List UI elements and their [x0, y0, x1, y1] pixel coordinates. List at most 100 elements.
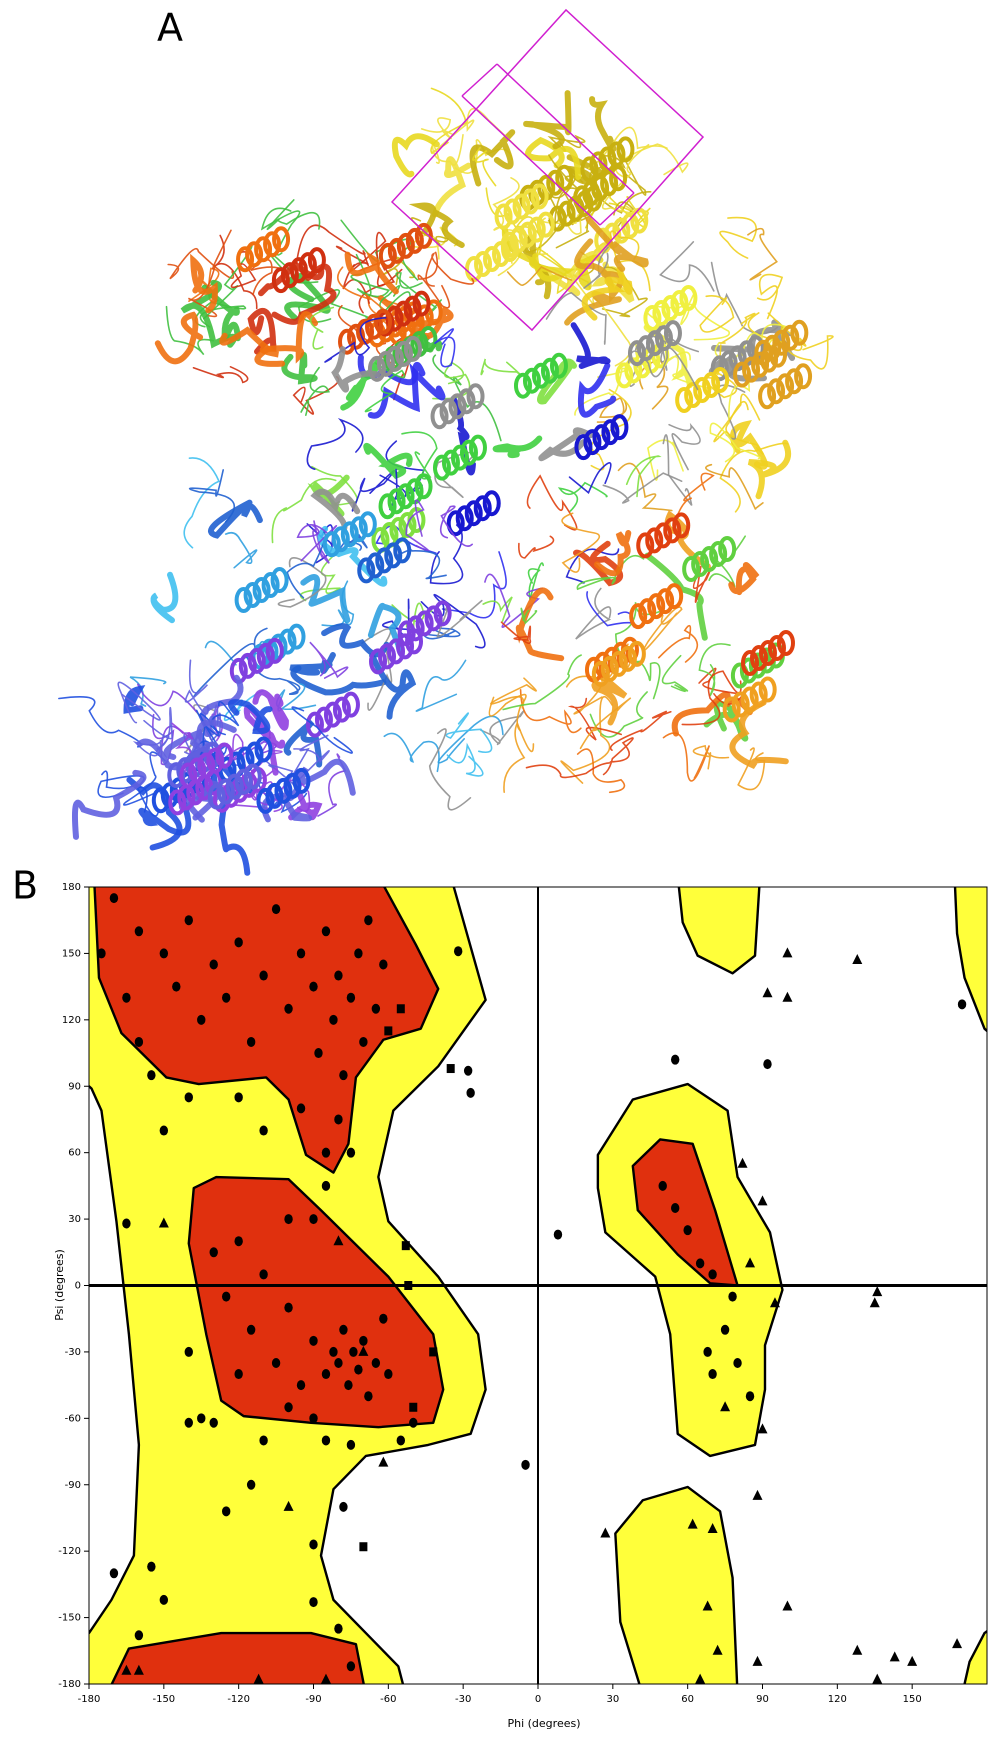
backbone-strand: [432, 156, 472, 218]
helix-turn: [384, 542, 403, 569]
y-tick-label: -60: [65, 1413, 81, 1424]
helix-turn: [394, 300, 413, 327]
point: [872, 1286, 883, 1297]
point: [364, 1391, 373, 1402]
point: [782, 947, 793, 958]
helix-turn: [709, 541, 728, 568]
helix-turn: [663, 320, 682, 347]
backbone-strand: [171, 722, 194, 757]
helix-turn: [474, 250, 493, 277]
point: [209, 959, 218, 970]
helix-turn: [512, 193, 531, 220]
point: [296, 1103, 306, 1114]
helix-turn: [600, 655, 619, 682]
point: [463, 1065, 473, 1076]
helix-turn: [265, 637, 284, 664]
backbone-strand: [709, 422, 761, 463]
y-tick-label: -180: [58, 1679, 81, 1690]
helix-turn: [243, 763, 262, 790]
point: [703, 1346, 712, 1357]
box-edge: [461, 63, 498, 97]
helix-turn: [684, 381, 703, 408]
y-tick-label: 150: [62, 948, 81, 959]
point: [234, 1092, 243, 1103]
backbone-strand: [503, 721, 535, 793]
box-edge: [461, 95, 601, 226]
helix-turn: [439, 398, 458, 425]
point: [371, 1357, 381, 1368]
backbone-strand: [661, 654, 689, 693]
backbone-strand: [698, 667, 745, 705]
protein-structure: [58, 87, 834, 876]
helix-turn: [271, 267, 290, 294]
helix-turn: [274, 777, 293, 804]
helix-turn: [252, 577, 271, 604]
backbone-strand: [309, 641, 349, 679]
helix-turn: [730, 662, 749, 689]
helix-turn: [740, 649, 759, 676]
point: [122, 1218, 131, 1229]
backbone-strand: [429, 524, 464, 585]
backbone-strand: [560, 695, 613, 784]
helix-turn: [776, 629, 795, 656]
backbone-strand: [502, 654, 582, 711]
point: [728, 1291, 737, 1302]
helix-turn: [663, 517, 682, 544]
helix-turn: [245, 241, 264, 268]
y-tick-label: 0: [75, 1281, 81, 1292]
backbone-strand: [321, 623, 390, 658]
point: [720, 1401, 731, 1412]
backbone-strand: [297, 289, 371, 323]
helix-turn: [598, 146, 617, 173]
backbone-strand: [379, 285, 411, 313]
helix-turn: [243, 582, 262, 609]
x-tick-label: 30: [606, 1694, 619, 1705]
helix-turn: [280, 262, 299, 289]
backbone-strand: [579, 697, 632, 750]
backbone-strand: [291, 706, 353, 754]
helix-turn: [396, 232, 415, 259]
helix-turn: [645, 527, 664, 554]
helix-turn: [482, 490, 501, 517]
point: [159, 948, 169, 959]
backbone-strand: [625, 455, 662, 498]
point: [197, 1413, 206, 1424]
backbone-strand: [271, 263, 337, 325]
helix-turn: [298, 252, 317, 279]
backbone-strand: [397, 549, 447, 580]
backbone-strand: [602, 472, 683, 504]
helix-turn: [531, 362, 550, 389]
y-tick-label: 60: [68, 1148, 81, 1159]
backbone-strand: [192, 366, 249, 384]
point: [339, 1501, 348, 1512]
backbone-strand: [324, 317, 387, 363]
point: [763, 1059, 772, 1070]
backbone-strand: [209, 704, 222, 741]
backbone-strand: [576, 554, 645, 591]
backbone-strand: [433, 328, 456, 368]
point: [907, 1655, 918, 1666]
helix-turn: [583, 429, 602, 456]
point: [952, 1638, 963, 1649]
helix-turn: [414, 473, 433, 500]
helix-turn: [767, 378, 786, 405]
point: [752, 1489, 763, 1500]
x-tick-label: 60: [681, 1694, 694, 1705]
backbone-strand: [525, 136, 582, 180]
backbone-strand: [729, 699, 789, 769]
helix-turn: [513, 372, 532, 399]
helix-turn: [179, 762, 198, 789]
helix-turn: [419, 325, 438, 352]
helix-turn: [776, 373, 795, 400]
backbone-strand: [658, 624, 699, 663]
helix-turn: [610, 414, 629, 441]
backbone-strand: [480, 710, 525, 746]
backbone-strand: [300, 366, 330, 416]
backbone-strand: [331, 346, 381, 393]
helix-turn: [609, 650, 628, 677]
point: [329, 1014, 338, 1025]
helix-turn: [314, 706, 333, 733]
point: [259, 1269, 268, 1280]
helix-turn: [292, 767, 311, 794]
helix-turn: [369, 648, 388, 675]
